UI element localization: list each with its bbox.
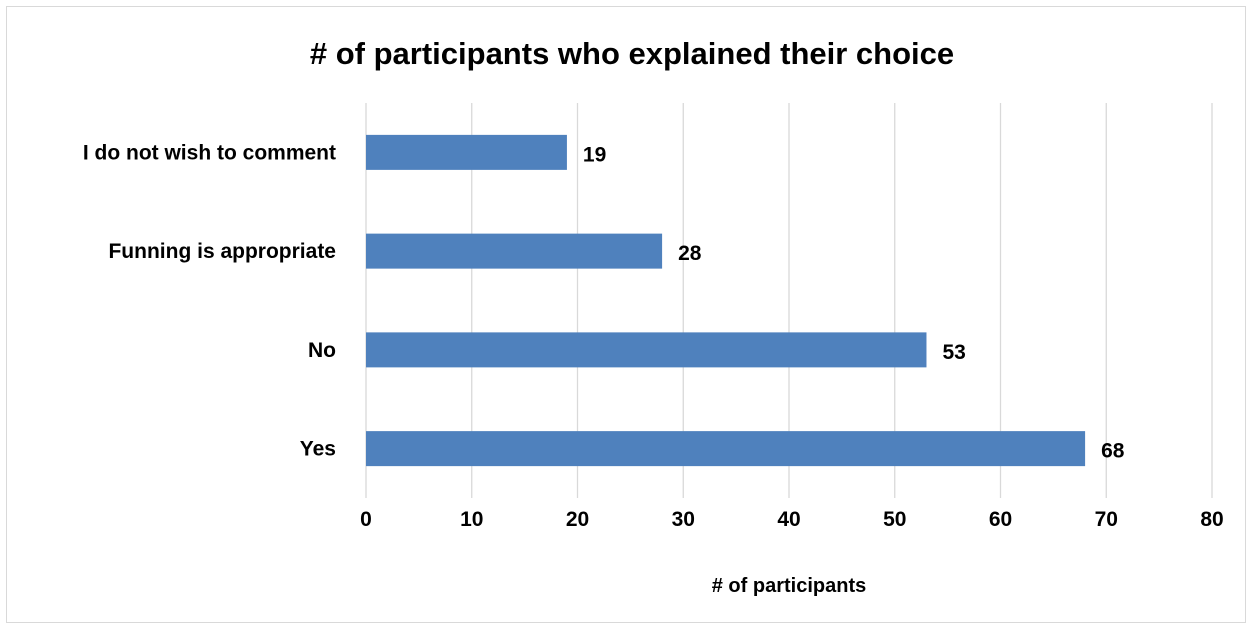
x-tick-label: 20: [566, 508, 589, 531]
chart-title: # of participants who explained their ch…: [310, 36, 954, 71]
x-tick-label: 0: [360, 508, 372, 531]
x-tick-label: 60: [989, 508, 1012, 531]
chart-frame: [6, 6, 1246, 623]
category-label: Yes: [300, 438, 336, 461]
bar: [366, 134, 567, 170]
x-tick-labels: 0 10 20 30 40 50 60 70 80: [360, 508, 1224, 531]
x-tick-label: 30: [672, 508, 695, 531]
bars: [366, 134, 1086, 467]
data-label: 28: [678, 242, 702, 265]
data-labels: 19 28 53 68: [583, 143, 1125, 462]
x-tick-label: 10: [460, 508, 483, 531]
data-label: 68: [1101, 440, 1125, 463]
category-label: No: [308, 339, 336, 362]
data-label: 53: [942, 341, 965, 364]
bar: [366, 431, 1086, 467]
category-labels: I do not wish to comment Funning is appro…: [83, 141, 336, 460]
x-tick-label: 40: [777, 508, 800, 531]
x-tick-label: 80: [1200, 508, 1223, 531]
data-label: 19: [583, 143, 606, 166]
bar: [366, 332, 927, 368]
bar: [366, 233, 663, 269]
x-tick-label: 50: [883, 508, 906, 531]
category-label: I do not wish to comment: [83, 141, 336, 164]
x-axis-title: # of participants: [712, 575, 866, 597]
x-tick-label: 70: [1095, 508, 1118, 531]
category-label: Funning is appropriate: [108, 240, 336, 263]
